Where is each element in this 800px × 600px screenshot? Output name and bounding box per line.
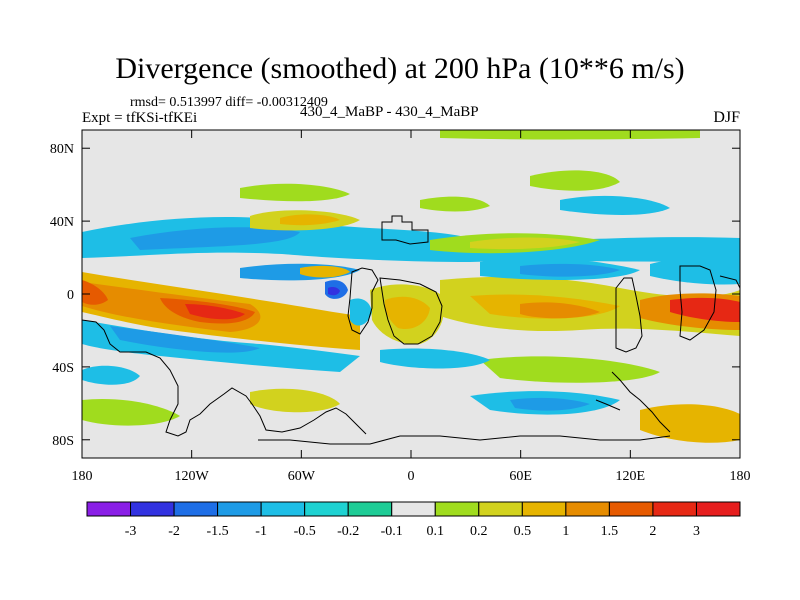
colorbar-label: -0.2 <box>337 524 359 539</box>
colorbar-swatch <box>86 501 132 517</box>
x-tick-label: 60W <box>288 469 316 484</box>
colorbar-label: 1.5 <box>601 524 619 539</box>
colorbar-swatch <box>260 501 306 517</box>
y-tick-label: 40S <box>52 361 74 376</box>
divergence-field <box>82 130 740 443</box>
colorbar-swatch <box>173 501 219 517</box>
colorbar-label: 3 <box>693 524 700 539</box>
colorbar-swatch <box>478 501 523 517</box>
colorbar-swatch <box>347 501 393 517</box>
y-tick-label: 0 <box>67 288 74 303</box>
colorbar-label: -0.1 <box>381 524 403 539</box>
colorbar-swatch <box>695 501 741 517</box>
experiment-label: Expt = tfKSi-tfKEi <box>82 110 198 126</box>
chart-title: Divergence (smoothed) at 200 hPa (10**6 … <box>115 52 685 85</box>
colorbar-label: 0.2 <box>470 524 488 539</box>
colorbar-label: -3 <box>125 524 137 539</box>
x-tick-label: 120E <box>616 469 646 484</box>
colorbar-swatch <box>652 501 697 517</box>
colorbar-label: 0.1 <box>427 524 445 539</box>
colorbar-swatch <box>434 501 480 517</box>
colorbar: -3 -2 -1.5 -1 -0.5 -0.2 -0.1 0.1 0.2 0.5 1 1.5 2 3 <box>86 501 741 539</box>
colorbar-swatch <box>565 501 610 517</box>
colorbar-swatch <box>521 501 567 517</box>
colorbar-swatch <box>217 501 262 517</box>
stats-label: rmsd= 0.513997 diff= -0.00312409 <box>130 95 328 110</box>
y-tick-label: 80S <box>52 434 74 449</box>
x-tick-label: 180 <box>730 469 751 484</box>
colorbar-label: -0.5 <box>294 524 316 539</box>
season-label: DJF <box>713 109 740 126</box>
x-tick-label: 60E <box>509 469 532 484</box>
y-tick-label: 40N <box>50 215 74 230</box>
coastline-overlay <box>82 215 740 445</box>
y-tick-label: 80N <box>50 142 74 157</box>
colorbar-label: -1.5 <box>207 524 229 539</box>
case-label: 430_4_MaBP - 430_4_MaBP <box>300 104 479 120</box>
x-tick-label: 180 <box>72 469 93 484</box>
colorbar-label: 0.5 <box>514 524 532 539</box>
x-tick-label: 0 <box>408 469 415 484</box>
colorbar-label: -2 <box>168 524 180 539</box>
colorbar-swatch <box>130 501 175 517</box>
colorbar-label: 1 <box>562 524 569 539</box>
colorbar-label: -1 <box>255 524 267 539</box>
colorbar-swatch <box>608 501 654 517</box>
colorbar-swatch <box>304 501 349 517</box>
colorbar-label: 2 <box>649 524 656 539</box>
x-tick-label: 120W <box>175 469 210 484</box>
colorbar-swatch <box>391 501 436 517</box>
